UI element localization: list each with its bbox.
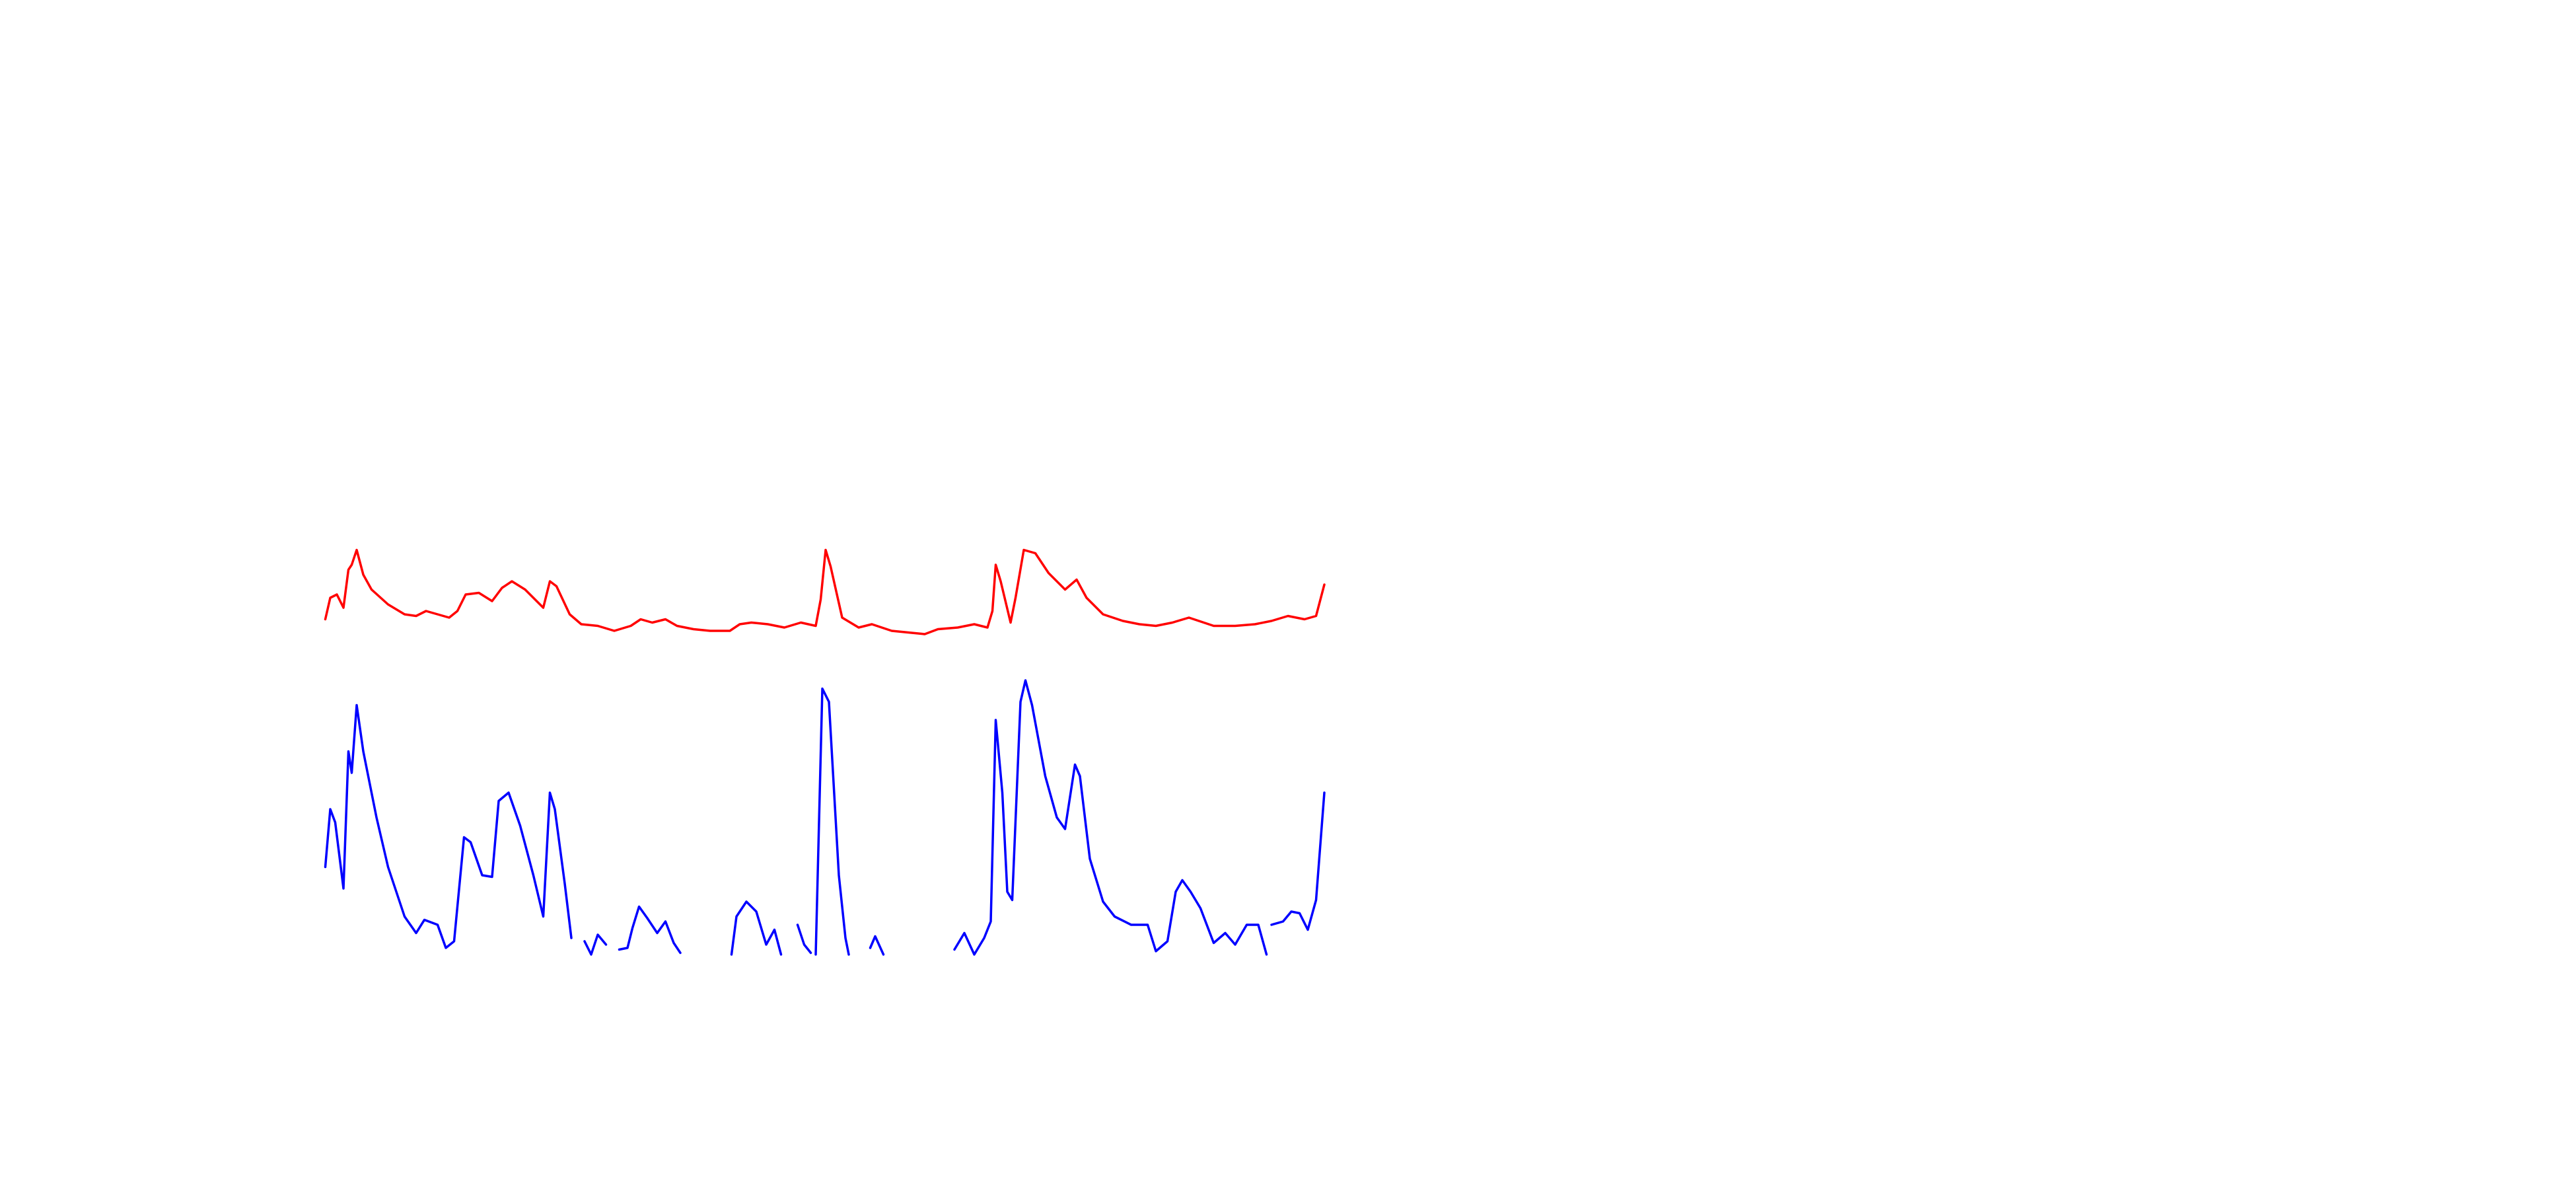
line-series	[324, 548, 1326, 635]
line-series	[324, 679, 1326, 956]
